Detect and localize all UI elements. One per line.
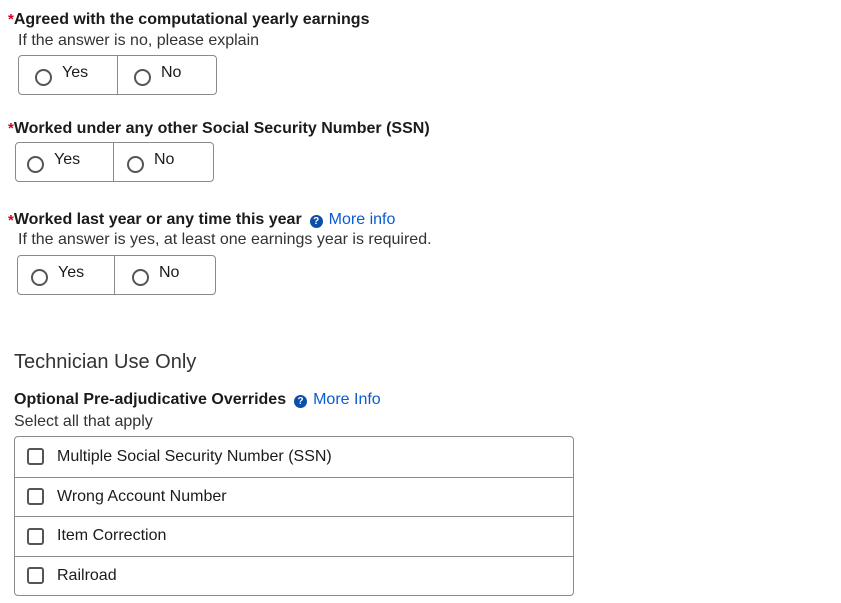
- q3-label: * Worked last year or any time this year …: [8, 211, 395, 229]
- q2-label: *Worked under any other Social Security …: [8, 120, 430, 138]
- option-label: Yes: [54, 151, 81, 168]
- overrides-label-text: Optional Pre-adjudicative Overrides: [14, 391, 287, 408]
- q3-radio-group: Yes No: [17, 255, 216, 295]
- radio-icon: [134, 68, 151, 86]
- radio-icon: [31, 268, 48, 286]
- q3-label-text: Worked last year or any time this year: [13, 211, 302, 228]
- more-info-text: More info: [328, 211, 396, 228]
- radio-icon: [127, 155, 144, 173]
- q1-hint: If the answer is no, please explain: [18, 32, 260, 49]
- radio-icon: [132, 268, 149, 286]
- overrides-checkbox-list: Multiple Social Security Number (SSN) Wr…: [14, 436, 574, 596]
- checkbox-label: Item Correction: [57, 527, 167, 545]
- checkbox-multiple-ssn[interactable]: Multiple Social Security Number (SSN): [15, 437, 573, 477]
- checkbox-wrong-account[interactable]: Wrong Account Number: [15, 476, 573, 517]
- radio-icon: [35, 68, 52, 86]
- q3-yes-radio[interactable]: Yes: [18, 256, 114, 294]
- technician-heading: Technician Use Only: [14, 351, 197, 373]
- radio-icon: [27, 155, 44, 173]
- q2-yes-radio[interactable]: Yes: [16, 143, 113, 181]
- more-info-text: More Info: [313, 391, 381, 408]
- help-icon: ?: [294, 395, 308, 408]
- q1-label: *Agreed with the computational yearly ea…: [8, 11, 369, 29]
- q1-no-radio[interactable]: No: [117, 56, 216, 94]
- checkbox-label: Wrong Account Number: [57, 487, 227, 505]
- q3-more-info-link[interactable]: ? More info: [309, 211, 396, 229]
- required-mark: *: [8, 120, 14, 137]
- checkbox-icon: [27, 527, 44, 545]
- option-label: No: [159, 264, 180, 281]
- required-mark: *: [8, 211, 14, 229]
- required-mark: *: [8, 11, 14, 28]
- option-label: No: [161, 64, 182, 81]
- q2-radio-group: Yes No: [15, 142, 214, 182]
- q3-no-radio[interactable]: No: [114, 256, 215, 294]
- checkbox-label: Railroad: [57, 566, 117, 584]
- checkbox-icon: [27, 448, 44, 466]
- q1-yes-radio[interactable]: Yes: [19, 56, 117, 94]
- overrides-hint: Select all that apply: [14, 413, 153, 430]
- option-label: No: [154, 151, 175, 168]
- checkbox-icon: [27, 488, 44, 506]
- q3-hint: If the answer is yes, at least one earni…: [18, 231, 432, 248]
- checkbox-railroad[interactable]: Railroad: [15, 555, 573, 596]
- checkbox-label: Multiple Social Security Number (SSN): [57, 447, 332, 465]
- q2-no-radio[interactable]: No: [113, 143, 213, 181]
- q1-radio-group: Yes No: [18, 55, 217, 95]
- q2-label-text: Worked under any other Social Security N…: [13, 120, 430, 137]
- option-label: Yes: [58, 264, 85, 281]
- checkbox-item-correction[interactable]: Item Correction: [15, 516, 573, 556]
- help-icon: ?: [309, 215, 323, 228]
- q1-label-text: Agreed with the computational yearly ear…: [13, 11, 370, 28]
- overrides-more-info-link[interactable]: ? More Info: [294, 391, 381, 409]
- overrides-label: Optional Pre-adjudicative Overrides ? Mor…: [14, 391, 381, 409]
- checkbox-icon: [27, 567, 44, 585]
- option-label: Yes: [62, 64, 89, 81]
